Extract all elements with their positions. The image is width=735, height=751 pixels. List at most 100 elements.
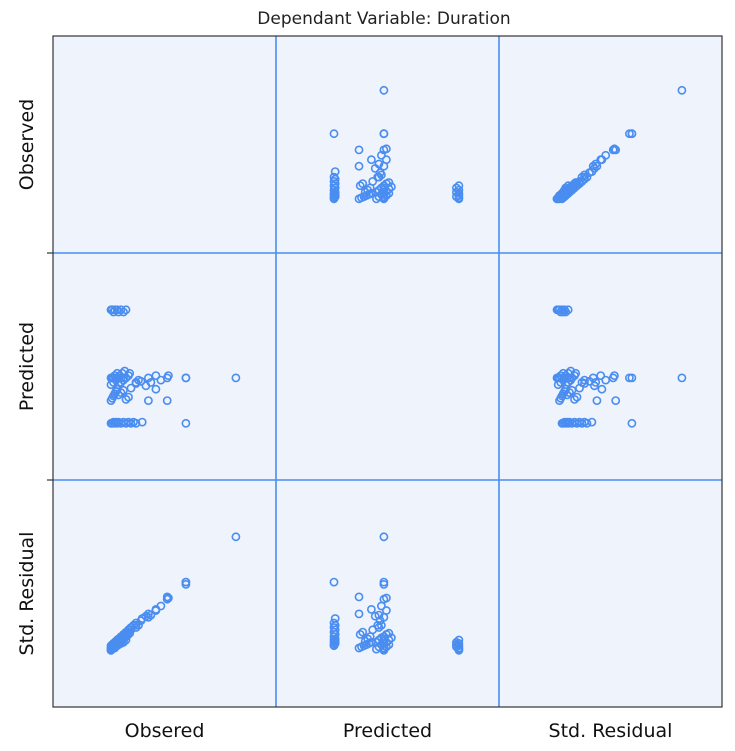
data-point [379, 532, 389, 542]
data-point [627, 418, 637, 428]
data-point [330, 614, 340, 623]
data-point [146, 377, 156, 387]
data-point [162, 592, 172, 602]
data-point [151, 605, 161, 614]
data-point [558, 187, 568, 197]
data-point [587, 417, 597, 427]
data-point [580, 170, 589, 180]
data-point [329, 172, 339, 182]
data-point [379, 85, 389, 95]
column-label-3: Std. Residual [549, 720, 673, 742]
data-point [381, 155, 391, 165]
data-point [366, 605, 376, 614]
data-point [577, 377, 587, 387]
data-point [570, 394, 579, 404]
data-point [611, 145, 621, 155]
data-point [563, 305, 573, 315]
panel-o-vs-r [552, 85, 687, 204]
data-point [381, 606, 391, 615]
data-point [562, 390, 572, 400]
data-point [588, 161, 598, 171]
data-point [121, 394, 131, 404]
data-point [451, 183, 461, 193]
data-point [566, 375, 576, 385]
data-point [116, 388, 126, 397]
data-point [580, 375, 589, 385]
data-point [374, 610, 384, 620]
panel-grid [53, 36, 722, 707]
data-point [355, 630, 365, 639]
data-point [363, 185, 373, 195]
panel-r-vs-o [106, 532, 241, 655]
data-point [592, 396, 602, 405]
panel-p-vs-r [552, 305, 687, 428]
data-point [591, 377, 601, 387]
data-point [374, 185, 384, 195]
data-point [119, 375, 128, 385]
data-point [329, 129, 339, 139]
data-point [610, 371, 619, 380]
data-point [143, 609, 153, 619]
data-point [114, 640, 123, 649]
data-point [119, 637, 128, 647]
data-point [627, 129, 637, 139]
data-point [119, 307, 128, 317]
data-point [121, 635, 131, 645]
data-point [151, 371, 161, 380]
data-point [561, 380, 571, 390]
data-point [181, 418, 191, 428]
data-point [451, 187, 461, 197]
data-point [354, 609, 364, 619]
data-point [330, 167, 340, 176]
data-point [451, 637, 461, 647]
data-point [116, 305, 126, 315]
data-point [137, 417, 147, 427]
data-point [131, 418, 141, 428]
data-point [114, 390, 123, 400]
data-point [384, 628, 394, 638]
data-point [231, 532, 241, 542]
panel-p-vs-o [106, 305, 241, 428]
data-point [379, 129, 389, 139]
data-point [677, 373, 687, 383]
data-point [116, 377, 126, 387]
data-point [358, 179, 368, 188]
data-point [563, 377, 573, 387]
data-point [354, 592, 364, 602]
data-point [124, 392, 133, 402]
data-point [114, 307, 123, 317]
data-point [370, 611, 380, 621]
data-point [567, 385, 577, 395]
data-point [572, 179, 582, 188]
data-point [610, 144, 619, 154]
data-point [451, 192, 461, 201]
data-point [585, 168, 594, 178]
data-point [363, 634, 373, 644]
data-point [592, 161, 602, 171]
data-point [627, 373, 637, 383]
row-labels: Observed Predicted Std. Residual [16, 99, 38, 656]
data-point [143, 612, 153, 622]
data-point [572, 392, 582, 402]
data-point [561, 307, 571, 317]
data-point [582, 418, 592, 428]
data-point [376, 620, 386, 630]
data-point [124, 627, 133, 637]
data-point [360, 636, 370, 646]
data-point [125, 368, 135, 378]
data-point [575, 176, 584, 186]
data-point [366, 155, 376, 165]
column-label-2: Predicted [343, 720, 432, 742]
data-point [565, 388, 574, 397]
row-label-3: Std. Residual [16, 532, 38, 656]
data-point [162, 396, 172, 405]
data-point [374, 172, 384, 182]
data-point [329, 618, 339, 628]
data-point [563, 181, 573, 191]
data-point [360, 187, 370, 197]
data-point [376, 633, 386, 643]
data-point [329, 577, 339, 587]
data-point [143, 373, 153, 383]
data-point [601, 375, 611, 385]
